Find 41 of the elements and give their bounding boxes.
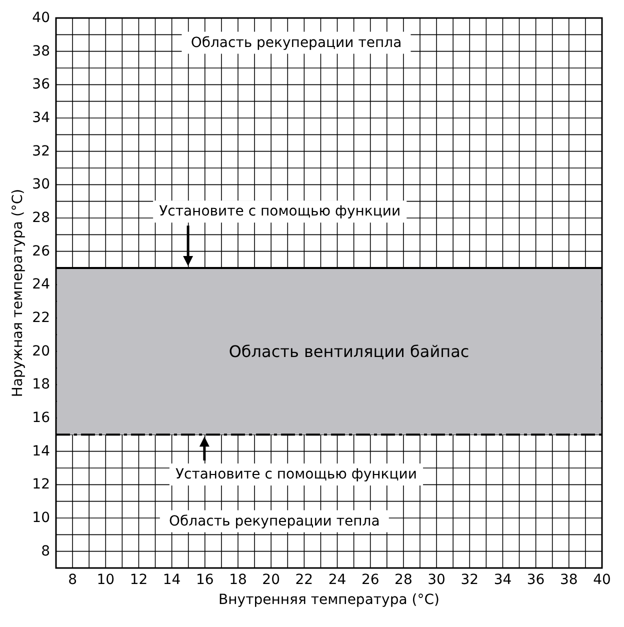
x-tick-label: 26 bbox=[361, 572, 380, 588]
x-tick-label: 10 bbox=[96, 572, 115, 588]
annotation: Область рекуперации тепла bbox=[190, 34, 402, 51]
band-label: Область вентиляции байпас bbox=[228, 342, 470, 361]
y-tick-label: 8 bbox=[41, 543, 50, 560]
x-tick-label: 20 bbox=[262, 572, 280, 588]
annotation: Установите с помощью функции bbox=[175, 466, 417, 482]
y-tick-label: 22 bbox=[32, 310, 50, 326]
y-tick-label: 18 bbox=[32, 376, 50, 393]
x-tick-label: 32 bbox=[460, 572, 479, 588]
x-tick-label: 12 bbox=[130, 572, 148, 588]
y-tick-label: 40 bbox=[32, 10, 50, 26]
annotation: Установите с помощью функции bbox=[159, 204, 401, 220]
y-axis-title: Наружная температура (°C) bbox=[10, 188, 26, 398]
y-tick-label: 36 bbox=[32, 76, 50, 93]
y-tick-label: 26 bbox=[32, 243, 50, 260]
y-tick-label: 12 bbox=[32, 476, 50, 493]
y-tick-label: 34 bbox=[32, 110, 50, 126]
x-tick-label: 24 bbox=[328, 572, 346, 588]
y-tick-label: 20 bbox=[32, 343, 50, 360]
y-tick-label: 14 bbox=[32, 443, 50, 460]
x-axis-title: Внутренняя температура (°C) bbox=[218, 592, 440, 608]
y-tick-label: 30 bbox=[32, 176, 50, 193]
x-tick-label: 8 bbox=[68, 572, 78, 588]
x-tick-label: 22 bbox=[295, 572, 314, 588]
x-tick-label: 34 bbox=[494, 572, 512, 588]
y-tick-label: 28 bbox=[32, 210, 50, 226]
x-tick-label: 16 bbox=[196, 572, 214, 588]
y-tick-label: 38 bbox=[32, 43, 50, 60]
x-tick-label: 14 bbox=[162, 572, 181, 588]
x-tick-label: 36 bbox=[526, 572, 545, 588]
x-tick-label: 40 bbox=[593, 572, 611, 588]
annotation: Область рекуперации тепла bbox=[168, 513, 380, 530]
x-tick-label: 30 bbox=[428, 572, 446, 588]
x-tick-label: 38 bbox=[560, 572, 578, 588]
y-tick-label: 10 bbox=[32, 510, 50, 526]
y-tick-label: 32 bbox=[32, 143, 50, 160]
y-tick-label: 24 bbox=[32, 276, 50, 293]
x-tick-label: 18 bbox=[229, 572, 247, 588]
x-tick-label: 28 bbox=[394, 572, 412, 588]
y-tick-label: 16 bbox=[32, 410, 50, 426]
